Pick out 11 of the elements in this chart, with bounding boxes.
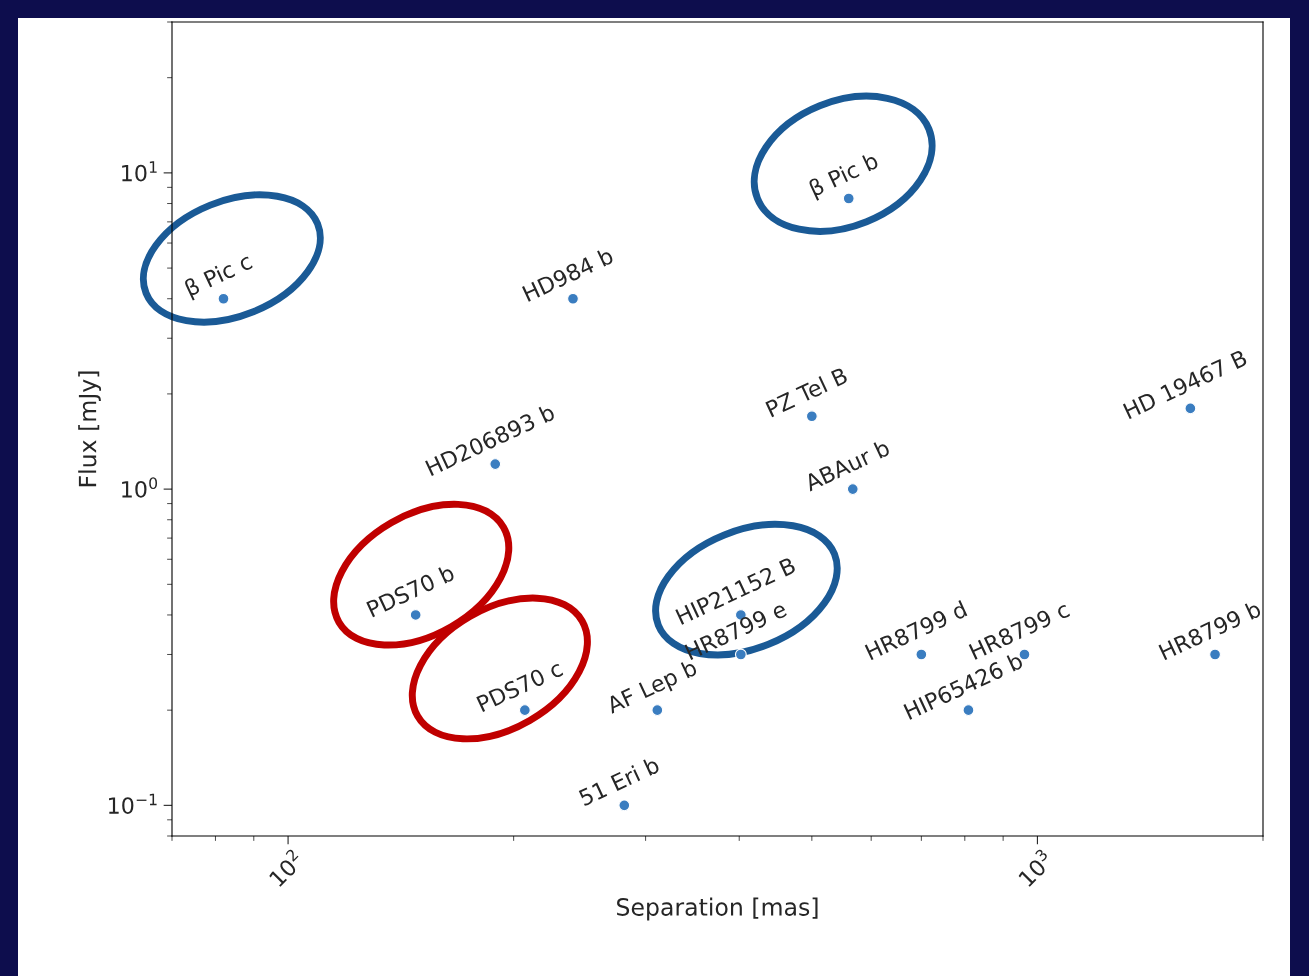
annotation: β Pic c xyxy=(183,252,255,301)
annotation: β Pic b xyxy=(808,151,882,201)
annotation: PZ Tel B xyxy=(765,366,849,418)
y-axis-title: Flux [mJy] xyxy=(78,371,102,487)
x-tick-label: 10$^{2}$ xyxy=(266,848,305,888)
y-tick-label: 10$^{1}$ xyxy=(122,161,157,182)
y-tick-label: 10$^{−1}$ xyxy=(109,793,157,814)
y-tick-label: 10$^{0}$ xyxy=(122,477,158,498)
x-tick-label: 10$^{3}$ xyxy=(1015,848,1055,888)
annotation: 51 Eri b xyxy=(577,755,661,807)
x-axis-title: Separation [mas] xyxy=(617,897,818,921)
